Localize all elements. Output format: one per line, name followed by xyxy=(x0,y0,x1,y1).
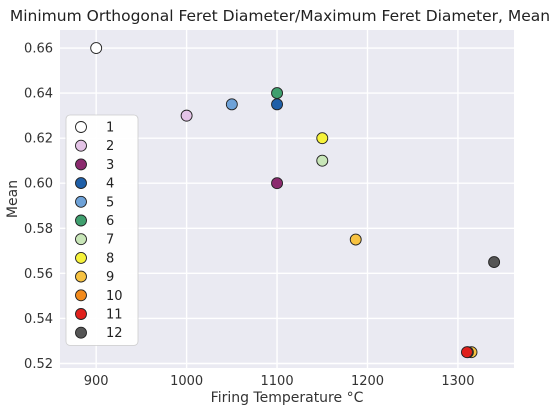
y-tick-label: 0.66 xyxy=(24,42,53,57)
legend-box xyxy=(65,114,139,346)
legend-label-4: 4 xyxy=(106,177,114,192)
data-point-series-4 xyxy=(271,98,284,111)
legend-label-8: 8 xyxy=(106,251,114,266)
legend-marker-10 xyxy=(75,289,87,302)
legend-marker-1 xyxy=(75,121,87,133)
y-tick-label: 0.52 xyxy=(24,357,53,372)
data-point-series-3 xyxy=(271,177,284,190)
legend-label-12: 12 xyxy=(106,326,123,341)
legend-label-3: 3 xyxy=(106,158,114,173)
data-point-series-6 xyxy=(271,87,284,100)
y-tick-label: 0.54 xyxy=(24,312,53,327)
x-axis-ticks: 900 1000 1100 1200 1300 xyxy=(84,374,475,389)
legend-label-9: 9 xyxy=(106,270,114,285)
legend-marker-6 xyxy=(75,214,87,227)
data-point-series-5 xyxy=(225,98,238,111)
data-point-series-7 xyxy=(316,154,329,167)
legend-label-1: 1 xyxy=(106,121,114,136)
x-tick-label: 1200 xyxy=(351,374,384,389)
legend-label-11: 11 xyxy=(106,308,123,323)
data-point-series-8 xyxy=(316,132,329,145)
y-tick-label: 0.62 xyxy=(24,132,53,147)
legend-label-6: 6 xyxy=(106,214,114,229)
y-axis-ticks: 0.52 0.54 0.56 0.58 0.60 0.62 0.64 0.66 xyxy=(24,42,53,372)
y-axis-label: Mean xyxy=(5,180,21,218)
data-point-series-12 xyxy=(488,256,501,269)
legend-marker-2 xyxy=(75,139,87,152)
x-tick-label: 1300 xyxy=(441,374,474,389)
legend-marker-9 xyxy=(75,270,87,283)
legend-marker-4 xyxy=(75,177,87,190)
x-tick-label: 1100 xyxy=(261,374,294,389)
x-tick-label: 900 xyxy=(84,374,109,389)
chart-title: Minimum Orthogonal Feret Diameter/Maximu… xyxy=(10,7,550,25)
y-tick-label: 0.60 xyxy=(24,177,53,192)
legend-marker-7 xyxy=(75,233,87,246)
legend-label-2: 2 xyxy=(106,139,114,154)
y-tick-label: 0.58 xyxy=(24,222,53,237)
legend-label-7: 7 xyxy=(106,233,114,248)
y-tick-label: 0.56 xyxy=(24,267,53,282)
data-points xyxy=(90,42,501,359)
y-tick-label: 0.64 xyxy=(24,87,53,102)
legend-marker-3 xyxy=(75,158,87,171)
legend-marker-12 xyxy=(75,326,87,339)
data-point-series-9 xyxy=(349,233,362,246)
legend-label-5: 5 xyxy=(106,195,114,210)
data-point-series-11 xyxy=(461,346,473,359)
x-axis-label: Firing Temperature °C xyxy=(211,390,364,406)
data-point-series-2 xyxy=(180,109,193,122)
legend-marker-8 xyxy=(75,251,87,264)
legend-label-10: 10 xyxy=(106,289,123,304)
x-tick-label: 1000 xyxy=(170,374,203,389)
legend-marker-5 xyxy=(75,195,87,208)
data-point-series-1 xyxy=(90,42,103,54)
legend-marker-11 xyxy=(75,308,87,320)
